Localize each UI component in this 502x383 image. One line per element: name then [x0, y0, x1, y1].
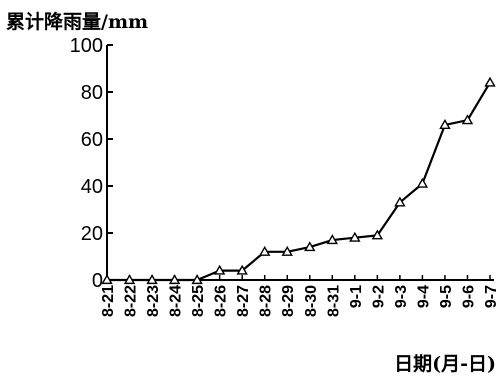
x-tick-label: 8-24	[168, 285, 185, 317]
data-point	[213, 264, 226, 275]
y-tick-label: 20	[81, 223, 103, 245]
x-tick-label: 8-31	[325, 285, 342, 317]
x-tick-label: 8-25	[190, 285, 207, 317]
data-point	[394, 196, 406, 207]
y-tick-label: 0	[92, 270, 103, 292]
x-ticks: 8-21 8-22 8-23 8-24 8-25 8-26 8-27 8-28 8-29 8-30…	[100, 275, 500, 317]
data-point	[236, 264, 248, 275]
data-point	[123, 274, 136, 285]
series-group	[101, 76, 496, 285]
data-point	[461, 114, 474, 125]
y-axis-title: 累计降雨量/mm	[6, 10, 148, 33]
data-point	[258, 245, 271, 256]
x-axis-title: 日期(月-日)	[394, 353, 496, 375]
x-tick-label: 9-2	[370, 285, 387, 308]
x-tick-label: 8-30	[303, 285, 320, 317]
x-tick-label: 8-22	[123, 285, 140, 317]
data-point	[326, 234, 339, 245]
data-point	[371, 229, 384, 240]
x-tick-label: 9-6	[460, 285, 477, 308]
y-tick-label: 100	[70, 35, 103, 57]
data-point	[191, 274, 203, 285]
data-point	[416, 177, 429, 188]
data-point	[439, 118, 451, 129]
x-tick-label: 8-26	[213, 285, 230, 317]
data-point	[349, 231, 361, 242]
x-tick-label: 8-23	[145, 285, 162, 317]
axes	[106, 45, 494, 281]
x-tick-label: 9-4	[415, 285, 432, 308]
y-tick-label: 80	[81, 82, 103, 104]
data-point	[168, 274, 181, 285]
data-point	[304, 241, 316, 252]
y-tick-label: 40	[81, 176, 103, 198]
series-line	[107, 82, 491, 282]
x-tick-label: 9-1	[348, 285, 365, 308]
x-tick-label: 8-21	[100, 285, 117, 317]
data-point	[101, 274, 113, 285]
x-tick-label: 9-3	[393, 285, 410, 308]
y-tick-label: 60	[81, 129, 103, 151]
data-point	[281, 245, 293, 256]
x-tick-label: 9-7	[483, 285, 500, 308]
x-tick-label: 8-27	[235, 285, 252, 317]
y-ticks: 0 20 40 60 80 100	[70, 35, 113, 292]
data-point	[146, 274, 158, 285]
x-tick-label: 8-28	[258, 285, 275, 317]
data-point	[484, 76, 496, 87]
x-tick-label: 8-29	[280, 285, 297, 317]
x-tick-label: 9-5	[438, 285, 455, 308]
